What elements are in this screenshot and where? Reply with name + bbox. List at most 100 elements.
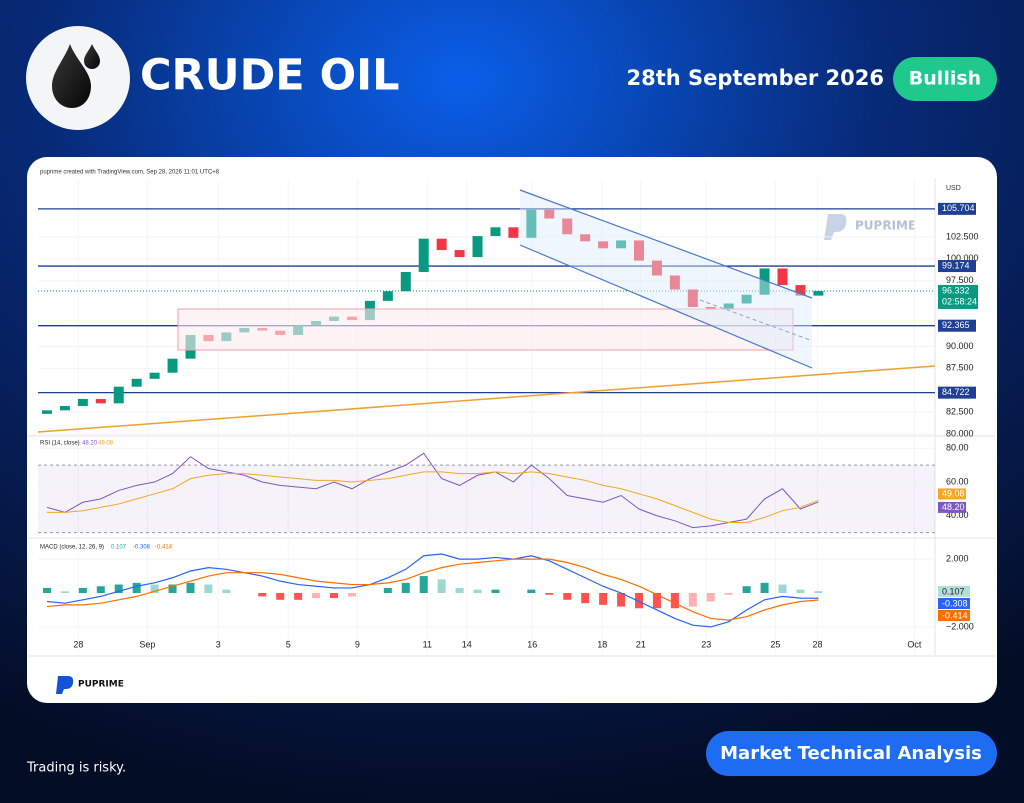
candle xyxy=(59,405,70,411)
macd-line xyxy=(46,558,819,621)
cta-text[interactable]: Market Technical Analysis xyxy=(720,743,982,764)
x-tick-label: 9 xyxy=(355,639,360,649)
candle xyxy=(580,234,591,242)
y-tick-label: 80.000 xyxy=(946,428,974,438)
histogram-bar xyxy=(617,593,626,607)
y-tick-label: 2.000 xyxy=(946,554,969,564)
histogram-bar xyxy=(204,584,213,594)
badge-text: Bullish xyxy=(909,68,981,90)
candle xyxy=(687,289,698,307)
x-tick-label: 18 xyxy=(597,639,607,649)
histogram-bar xyxy=(42,587,51,594)
value-box-label: -0.308 xyxy=(942,598,968,608)
candle xyxy=(651,260,662,276)
watermark: PUPRIME xyxy=(824,214,916,240)
level-label: 92.365 xyxy=(942,320,970,330)
histogram-bar xyxy=(294,593,303,600)
chart-panel xyxy=(27,157,997,703)
y-tick-label: −2.000 xyxy=(946,621,974,631)
candle xyxy=(526,209,537,238)
histogram-bar xyxy=(814,591,823,594)
histogram-bar xyxy=(186,582,195,594)
candle xyxy=(741,294,752,304)
disclaimer: Trading is risky. xyxy=(26,761,126,776)
legend-value: 0.107 xyxy=(111,545,127,551)
x-tick-label: 14 xyxy=(462,639,472,649)
candle xyxy=(113,386,124,404)
legend-value: -0.308 xyxy=(133,545,151,551)
histogram-bar xyxy=(706,593,715,602)
histogram-bar xyxy=(527,589,536,594)
macd-line xyxy=(46,553,819,628)
histogram-bar xyxy=(401,582,410,594)
level-label-box xyxy=(938,386,976,399)
candle xyxy=(436,238,447,251)
value-box xyxy=(938,586,970,597)
cta-button[interactable] xyxy=(706,731,997,776)
candle xyxy=(95,398,106,404)
y-tick-label: 90.000 xyxy=(946,341,974,351)
x-tick-label: 28 xyxy=(73,639,83,649)
histogram-bar xyxy=(312,593,321,599)
level-label-box xyxy=(938,260,976,273)
indicator-title: MACD (close, 12, 26, 9) xyxy=(40,545,104,551)
candle xyxy=(669,275,680,290)
histogram-bar xyxy=(347,593,356,597)
candle xyxy=(77,398,88,406)
last-price-box xyxy=(938,284,978,309)
x-tick-label: 5 xyxy=(286,639,291,649)
value-box-label: 49.08 xyxy=(942,488,965,498)
x-tick-label: 3 xyxy=(216,639,221,649)
candle xyxy=(167,358,178,373)
value-box-label: -0.414 xyxy=(942,610,968,620)
x-tick-label: 21 xyxy=(636,639,646,649)
histogram-bar xyxy=(688,593,697,607)
legend-value: -0.414 xyxy=(155,545,173,551)
candle xyxy=(454,250,465,258)
histogram-bar xyxy=(150,584,159,594)
histogram-bar xyxy=(778,584,787,594)
histogram-bar xyxy=(330,593,339,599)
level-label-box xyxy=(938,319,976,332)
histogram-bar xyxy=(96,586,105,594)
histogram-bar xyxy=(652,593,661,609)
currency: USD xyxy=(946,185,961,192)
histogram-bar xyxy=(724,593,733,595)
x-tick-label: 11 xyxy=(423,639,432,649)
candle xyxy=(705,307,716,310)
histogram-bar xyxy=(383,587,392,594)
histogram-bar xyxy=(60,591,69,594)
value-box-label: 48.20 xyxy=(942,502,965,512)
y-tick-label: 80.00 xyxy=(946,443,969,453)
level-label: 84.722 xyxy=(942,387,970,397)
candle xyxy=(382,291,393,301)
legend-value: 49.08 xyxy=(98,441,114,447)
candle xyxy=(418,238,429,272)
x-tick-label: 28 xyxy=(812,639,822,649)
candle xyxy=(777,268,788,286)
candle xyxy=(41,410,52,414)
candle xyxy=(598,241,609,249)
histogram-bar xyxy=(760,582,769,594)
histogram-bar xyxy=(742,586,751,594)
histogram-bar xyxy=(670,593,679,609)
rsi-band xyxy=(38,465,935,533)
last-price-label: 96.332 xyxy=(942,285,970,295)
y-tick-label: 100.000 xyxy=(946,253,979,263)
histogram-bar xyxy=(437,579,446,594)
logo xyxy=(26,26,130,130)
histogram-bar xyxy=(455,587,464,594)
date: 28th September 2026 xyxy=(627,66,884,90)
histogram-bar xyxy=(599,593,608,605)
value-box xyxy=(938,598,970,609)
histogram-bar xyxy=(114,584,123,594)
histogram-bar xyxy=(796,589,805,594)
histogram-bar xyxy=(581,593,590,604)
histogram-bar xyxy=(132,582,141,594)
candle xyxy=(490,227,501,237)
level-label: 105.704 xyxy=(942,203,975,213)
rsi-line xyxy=(46,452,819,529)
indicator-title: RSI (14, close) xyxy=(40,441,80,447)
histogram-bar xyxy=(258,593,267,597)
